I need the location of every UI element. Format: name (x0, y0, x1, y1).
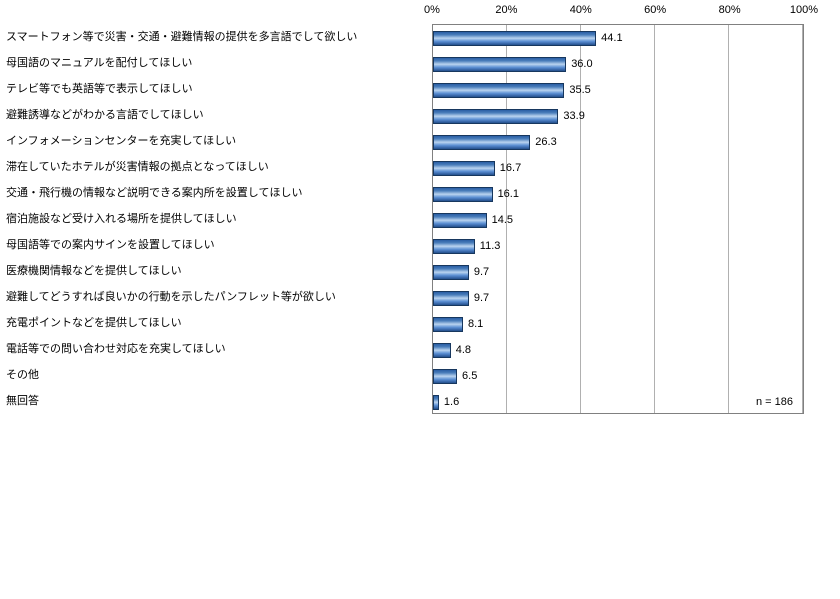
bar (433, 394, 439, 410)
gridline (654, 25, 655, 413)
x-tick-label: 20% (495, 4, 518, 16)
category-label: その他 (6, 369, 39, 381)
x-tick-label: 100% (789, 4, 819, 16)
bar (433, 108, 559, 124)
category-label: 滞在していたホテルが災害情報の拠点となってほしい (6, 161, 269, 173)
value-label: 35.5 (569, 84, 591, 96)
bar-row: 36.0 (433, 51, 803, 77)
bar-row: 6.5 (433, 363, 803, 389)
bar (433, 82, 565, 98)
bar (433, 160, 495, 176)
gridline (728, 25, 729, 413)
value-label: 4.8 (455, 344, 472, 356)
bar-row: 33.9 (433, 103, 803, 129)
bar (433, 56, 567, 72)
value-label: 6.5 (462, 370, 478, 382)
bar-row: 4.8 (433, 337, 803, 363)
x-tick-label: 0% (424, 4, 440, 16)
bar-row: 16.1 (433, 181, 803, 207)
category-label: 電話等での問い合わせ対応を充実してほしい (6, 343, 226, 355)
gridline (506, 25, 507, 413)
bar (433, 342, 451, 358)
labels-column: スマートフォン等で災害・交通・避難情報の提供を多言語でして欲しい 母国語のマニュア… (6, 24, 430, 414)
x-tick-label: 80% (718, 4, 741, 16)
category-label: 母国語等での案内サインを設置してほしい (6, 239, 215, 251)
gridline (802, 25, 803, 413)
bar-row: 16.7 (433, 155, 803, 181)
bar-row: 11.3 (433, 233, 803, 259)
value-label: 14.5 (491, 214, 514, 226)
bar (433, 316, 463, 332)
category-label: テレビ等でも英語等で表示してほしい (6, 83, 193, 95)
category-label: スマートフォン等で災害・交通・避難情報の提供を多言語でして欲しい (6, 31, 358, 43)
category-label: インフォメーションセンターを充実してほしい (6, 135, 237, 147)
category-label: 無回答 (6, 395, 39, 407)
bar (433, 238, 475, 254)
bar (433, 30, 597, 46)
category-label: 避難してどうすれば良いかの行動を示したパンフレット等が欲しい (6, 291, 336, 303)
bar-row: 14.5 (433, 207, 803, 233)
bar-row: 9.7 (433, 285, 803, 311)
category-label: 医療機関情報などを提供してほしい (6, 265, 182, 277)
bar (433, 368, 458, 384)
category-label: 宿泊施設など受け入れる場所を提供してほしい (6, 213, 237, 225)
value-label: 1.6 (443, 396, 460, 408)
value-label: 11.3 (479, 240, 501, 252)
x-tick-label: 60% (644, 4, 667, 16)
bar-row: 26.3 (433, 129, 803, 155)
bar-row: 1.6 (433, 389, 803, 415)
bar (433, 186, 493, 202)
category-label: 避難誘導などがわかる言語でしてほしい (6, 109, 204, 121)
x-axis: 0% 20% 40% 60% 80% 100% (424, 4, 818, 20)
category-label: 交通・飛行機の情報など説明できる案内所を設置してほしい (6, 187, 303, 199)
value-label: 16.1 (497, 188, 519, 200)
value-label: 26.3 (535, 136, 557, 148)
sample-size-label: n = 186 (755, 396, 793, 408)
value-label: 9.7 (473, 266, 490, 278)
value-label: 16.7 (499, 162, 522, 174)
value-label: 8.1 (467, 318, 484, 330)
value-label: 44.1 (601, 32, 623, 44)
gridline (580, 25, 581, 413)
value-label: 9.7 (473, 292, 490, 304)
x-tick-label: 40% (569, 4, 592, 16)
bar (433, 212, 487, 228)
bar (433, 290, 469, 306)
category-label: 充電ポイントなどを提供してほしい (6, 317, 182, 329)
value-label: 36.0 (571, 58, 593, 70)
bar-row: 9.7 (433, 259, 803, 285)
bar-row: 35.5 (433, 77, 803, 103)
plot-area: n = 186 44.1 36.0 35.5 33.9 26.3 16.7 16.1 14.5… (432, 24, 804, 414)
bar (433, 134, 531, 150)
bar-row: 44.1 (433, 25, 803, 51)
category-label: 母国語のマニュアルを配付してほしい (6, 57, 193, 69)
value-label: 33.9 (563, 110, 585, 122)
bar-row: 8.1 (433, 311, 803, 337)
bar (433, 264, 469, 280)
